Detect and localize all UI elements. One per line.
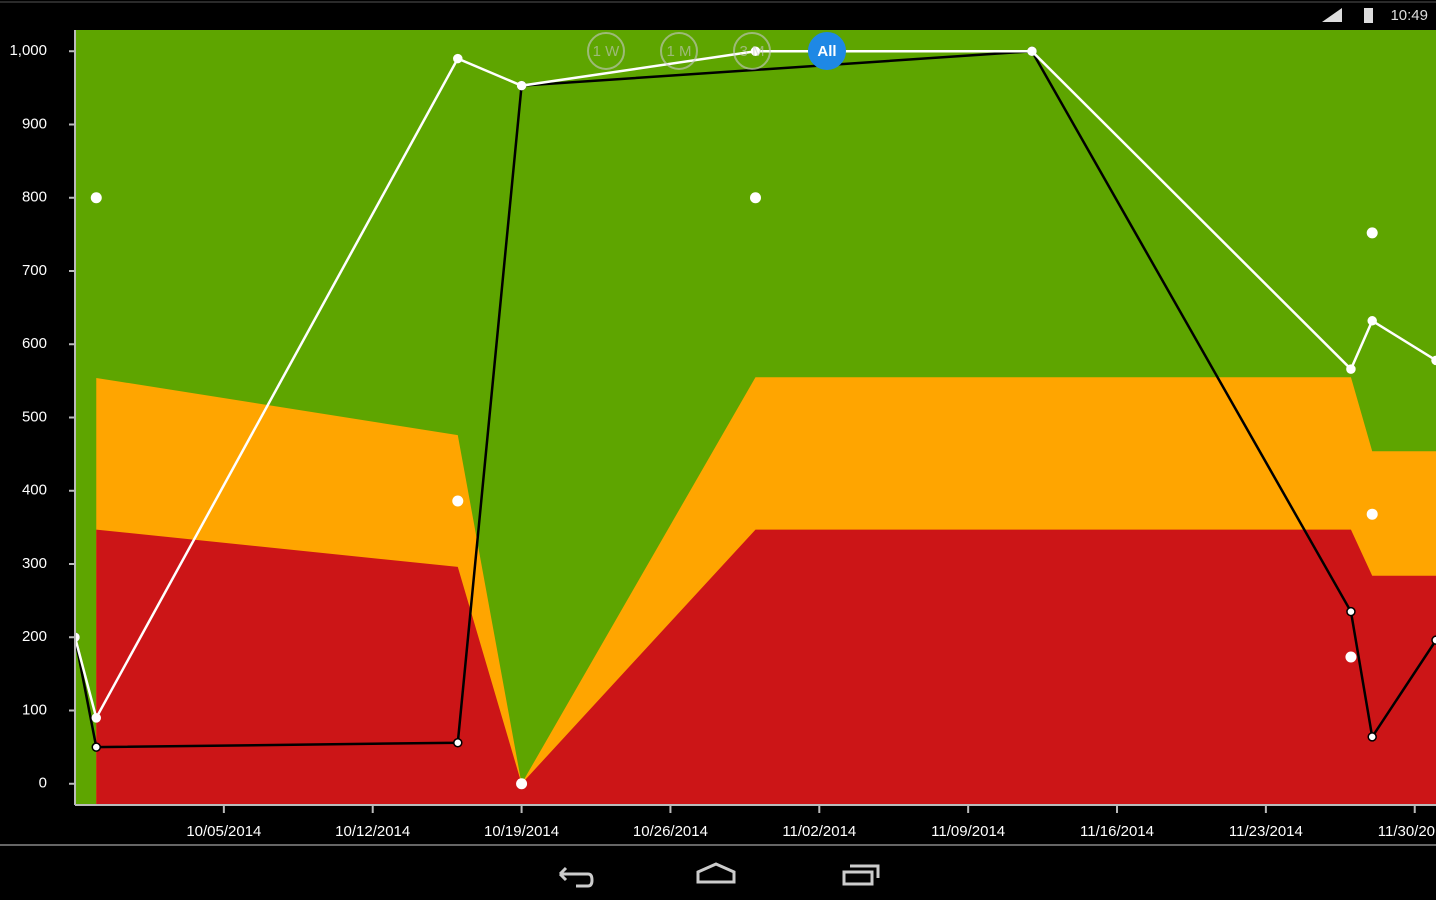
range-button-label[interactable]: 1 W (593, 43, 621, 60)
scatter-point (1345, 651, 1357, 663)
x-tick-label: 11/30/2014 (1378, 823, 1436, 840)
range-selector: 1 W 1 M 3 M All (587, 32, 846, 70)
threshold-area (96, 529, 1436, 805)
y-tick-label: 900 (22, 115, 47, 132)
chart: 0 100 200 300 400 500 600 700 800 900 1,000 10/05/2… (9, 30, 1436, 840)
y-tick-label: 200 (22, 628, 47, 645)
line-point (1431, 635, 1436, 645)
clock: 10:49 (1390, 7, 1428, 24)
line-point (1431, 355, 1436, 366)
range-button[interactable] (660, 32, 698, 70)
y-tick-label: 500 (22, 408, 47, 425)
scatter-point (452, 495, 464, 507)
data-line (75, 49, 1436, 749)
x-tick-label: 10/12/2014 (335, 823, 410, 840)
range-button-label[interactable]: 3 M (739, 43, 764, 60)
scatter-point (1366, 227, 1378, 239)
line-point (1346, 606, 1356, 617)
plot (75, 46, 1436, 805)
y-tick-label: 300 (22, 555, 47, 572)
x-tick-label: 11/16/2014 (1080, 823, 1154, 840)
range-button[interactable] (587, 32, 625, 70)
y-tick-label: 700 (22, 262, 47, 279)
x-tick-label: 10/26/2014 (633, 823, 708, 840)
scatter-point (1366, 508, 1378, 520)
y-tick-label: 0 (39, 775, 47, 792)
y-tick-label: 100 (22, 701, 47, 718)
line-point (453, 737, 463, 748)
scatter-point (750, 192, 761, 204)
range-button[interactable] (733, 32, 771, 70)
y-tick-label: 1,000 (9, 42, 47, 59)
wifi-icon (1322, 8, 1342, 22)
line-point (91, 713, 102, 723)
y-tick-label: 400 (22, 482, 47, 499)
x-tick-label: 11/09/2014 (931, 823, 1005, 840)
back-button[interactable] (558, 866, 594, 888)
range-button[interactable] (808, 32, 846, 70)
x-tick-label: 11/23/2014 (1229, 823, 1303, 840)
y-tick-label: 800 (22, 189, 47, 206)
range-button-label[interactable]: 1 M (666, 43, 691, 60)
range-button-label[interactable]: All (817, 43, 836, 60)
x-tick-label: 10/05/2014 (186, 823, 261, 840)
line-point (453, 53, 463, 64)
home-button[interactable] (696, 862, 736, 884)
recents-button[interactable] (842, 864, 880, 886)
x-tick-label: 11/02/2014 (782, 823, 856, 840)
line-point (750, 46, 761, 56)
scatter-point (90, 192, 102, 204)
line-point (91, 742, 102, 752)
y-tick-label: 600 (22, 335, 47, 352)
line-point (1027, 46, 1037, 56)
line-point (1367, 316, 1377, 326)
line-point (1367, 732, 1377, 742)
battery-icon (1364, 8, 1373, 23)
line-point (516, 80, 527, 91)
x-tick-label: 10/19/2014 (484, 823, 559, 840)
line-point (1346, 364, 1356, 374)
scatter-point (516, 778, 528, 790)
